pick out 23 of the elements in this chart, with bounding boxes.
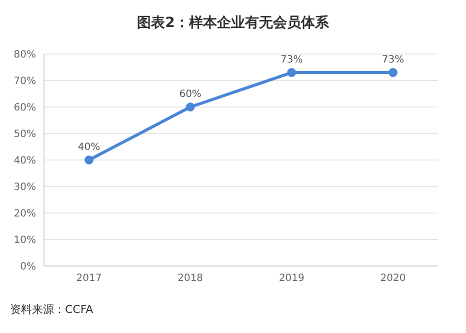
- y-tick-label: 0%: [20, 262, 36, 273]
- point: [186, 102, 195, 112]
- text: 73%: [280, 54, 303, 66]
- y-tick-label: 20%: [14, 208, 36, 220]
- y-tick-label: 40%: [14, 156, 36, 167]
- y-tick-label: 80%: [14, 50, 36, 61]
- text: 60%: [179, 89, 202, 100]
- point: [388, 68, 398, 78]
- x-tick-label: 2019: [278, 273, 304, 284]
- x-tick-label: 2020: [380, 273, 406, 284]
- chart-title: 图表2：样本企业有无会员体系: [136, 14, 330, 33]
- text: 资料来源：CCFA: [9, 302, 94, 317]
- x-tick-label: 2018: [178, 273, 204, 284]
- point: [287, 68, 296, 78]
- text: 73%: [382, 54, 404, 66]
- y-tick-label: 30%: [14, 182, 36, 194]
- y-tick-label: 50%: [14, 129, 36, 140]
- text: 40%: [78, 142, 100, 153]
- x-tick-label: 2017: [76, 273, 102, 284]
- y-tick-label: 10%: [14, 235, 36, 246]
- y-tick-label: 70%: [14, 76, 36, 88]
- y-tick-label: 60%: [14, 102, 36, 114]
- point: [84, 156, 94, 164]
